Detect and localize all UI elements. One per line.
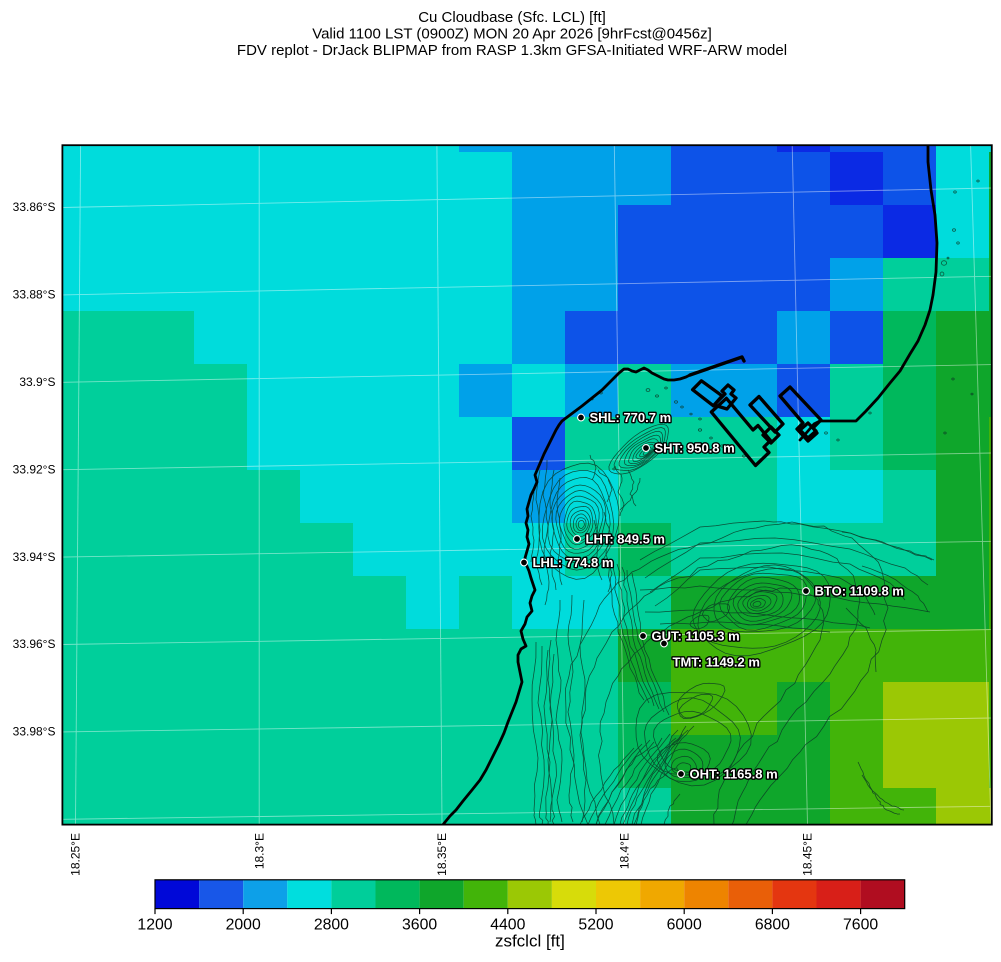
svg-text:7600: 7600	[843, 917, 878, 934]
svg-text:33.98°S: 33.98°S	[13, 725, 56, 739]
svg-text:GUT: 1105.3 m: GUT: 1105.3 m	[652, 629, 740, 644]
svg-text:5200: 5200	[578, 917, 613, 934]
svg-text:SHL: 770.7 m: SHL: 770.7 m	[590, 410, 672, 425]
svg-text:33.96°S: 33.96°S	[13, 637, 56, 651]
svg-text:LHT: 849.5 m: LHT: 849.5 m	[586, 532, 665, 547]
svg-text:zsfclcl [ft]: zsfclcl [ft]	[495, 932, 565, 951]
svg-text:6000: 6000	[667, 917, 702, 934]
svg-text:18.35°E: 18.35°E	[435, 833, 449, 876]
svg-text:3600: 3600	[402, 917, 437, 934]
svg-text:18.45°E: 18.45°E	[801, 833, 815, 876]
svg-text:2000: 2000	[226, 917, 261, 934]
svg-text:BTO: 1109.8 m: BTO: 1109.8 m	[815, 584, 904, 599]
svg-text:33.94°S: 33.94°S	[13, 550, 56, 564]
svg-text:4400: 4400	[490, 917, 525, 934]
svg-text:OHT: 1165.8 m: OHT: 1165.8 m	[690, 767, 778, 782]
svg-text:2800: 2800	[314, 917, 349, 934]
svg-text:FDV replot - DrJack BLIPMAP fr: FDV replot - DrJack BLIPMAP from RASP 1.…	[237, 42, 787, 59]
svg-text:33.88°S: 33.88°S	[13, 288, 56, 302]
svg-text:18.25°E: 18.25°E	[69, 833, 83, 876]
svg-text:33.92°S: 33.92°S	[13, 462, 56, 476]
svg-text:1200: 1200	[137, 917, 172, 934]
svg-text:6800: 6800	[755, 917, 790, 934]
svg-text:LHL: 774.8 m: LHL: 774.8 m	[533, 555, 614, 570]
svg-text:18.3°E: 18.3°E	[252, 833, 266, 869]
svg-text:Cu Cloudbase (Sfc. LCL) [ft]: Cu Cloudbase (Sfc. LCL) [ft]	[418, 9, 606, 26]
svg-text:SHT: 950.8 m: SHT: 950.8 m	[655, 441, 735, 456]
svg-text:33.9°S: 33.9°S	[19, 375, 55, 389]
svg-text:33.86°S: 33.86°S	[13, 200, 56, 214]
svg-text:18.4°E: 18.4°E	[618, 833, 632, 869]
svg-text:Valid 1100 LST (0900Z) MON 20: Valid 1100 LST (0900Z) MON 20 Apr 2026 […	[312, 26, 712, 43]
svg-text:TMT: 1149.2 m: TMT: 1149.2 m	[673, 655, 760, 670]
